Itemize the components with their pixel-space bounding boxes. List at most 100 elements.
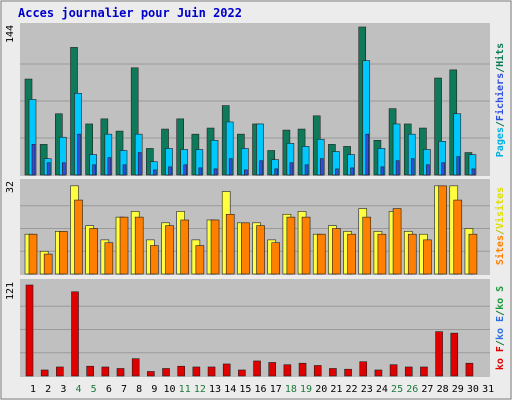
legend-sep-5: /	[495, 310, 506, 316]
legend-sep-1: /	[495, 121, 506, 127]
bandwidth-bar	[56, 366, 64, 377]
day-label: 13	[209, 384, 221, 395]
day-label: 1	[30, 384, 36, 395]
sites-bar	[89, 228, 98, 275]
pages-bar	[380, 166, 385, 176]
day-label: 28	[437, 384, 449, 395]
bandwidth-bar	[359, 361, 368, 377]
sites-bar	[332, 228, 341, 275]
pages-bar	[92, 164, 96, 176]
bandwidth-bar	[283, 364, 292, 377]
bandwidth-bar	[71, 291, 79, 377]
pages-bar	[471, 168, 476, 176]
bandwidth-bar	[465, 362, 474, 377]
sites-bar	[347, 233, 356, 275]
legend-ko-s: ko S	[495, 286, 506, 310]
legend-sep-4: /	[495, 340, 506, 346]
bandwidth-bar	[207, 366, 216, 377]
pages-bar	[456, 156, 461, 176]
sites-bar	[423, 239, 432, 275]
pages-bar	[274, 168, 279, 176]
bandwidth-bar	[222, 363, 231, 377]
day-label: 21	[330, 384, 342, 395]
day-label: 24	[376, 384, 388, 395]
day-label: 27	[421, 384, 433, 395]
day-label: 20	[315, 384, 327, 395]
bandwidth-bar	[101, 366, 110, 377]
legend-pages: Pages	[495, 127, 506, 157]
bandwidth-bar	[450, 332, 459, 377]
day-label: 29	[452, 384, 464, 395]
bandwidth-bar	[116, 368, 125, 377]
sites-bar	[59, 231, 68, 275]
bandwidth-panel-legend: ko F/ko E/ko S	[495, 286, 506, 370]
day-label: 5	[91, 384, 97, 395]
bandwidth-bar	[25, 284, 34, 377]
pages-bar	[319, 158, 324, 176]
visits-panel-legend: Sites/Visites	[494, 187, 506, 265]
day-label: 30	[467, 384, 479, 395]
sites-bar	[468, 233, 478, 275]
pages-bar	[198, 167, 203, 176]
legend-sites: Sites	[494, 235, 506, 265]
sites-bar	[180, 219, 189, 275]
bandwidth-bar	[86, 365, 94, 377]
pages-bar	[441, 162, 445, 176]
bandwidth-bar	[435, 331, 443, 377]
bandwidth-bar	[147, 371, 155, 377]
pages-bar	[153, 169, 157, 176]
day-label: 15	[239, 384, 251, 395]
bandwidth-panel: 121 ko F/ko E/ko S	[5, 279, 506, 377]
legend-hits: Hits	[494, 43, 506, 67]
hits-panel-legend: Pages/Fichiers/Hits	[494, 43, 506, 157]
pages-bar	[228, 158, 233, 176]
pages-bar	[77, 133, 81, 176]
visits-panel-max-label: 32	[5, 181, 16, 193]
day-label: 2	[45, 384, 51, 395]
sites-bar	[195, 245, 205, 275]
bandwidth-bar	[177, 365, 185, 377]
pages-bar	[426, 164, 430, 176]
day-label: 10	[164, 384, 176, 395]
sites-bar	[74, 199, 83, 275]
legend-ko-f: ko F	[495, 346, 506, 370]
day-label: 16	[255, 384, 267, 395]
pages-bar	[62, 162, 66, 176]
sites-bar	[301, 216, 311, 275]
day-label: 17	[270, 384, 282, 395]
day-label: 23	[361, 384, 373, 395]
sites-bar	[392, 208, 402, 275]
legend-ko-e: ko E	[495, 316, 506, 340]
bandwidth-bar	[298, 362, 307, 377]
legend-sep-2: /	[495, 67, 506, 73]
bandwidth-bar	[404, 366, 413, 377]
pages-bar	[46, 162, 51, 176]
hits-panel-max-label: 144	[5, 25, 16, 43]
sites-bar	[407, 233, 417, 275]
sites-bar	[43, 253, 53, 275]
sites-bar	[134, 216, 144, 275]
legend-sep-3: /	[495, 229, 506, 235]
day-label: 4	[75, 384, 81, 395]
sites-bar	[362, 216, 372, 275]
pages-bar	[244, 169, 248, 176]
hits-bar	[85, 123, 93, 176]
hits-bar	[130, 67, 139, 176]
sites-bar	[150, 245, 159, 275]
legend-visites: Visites	[494, 187, 506, 229]
visits-panel: 32 Sites/Visites	[5, 179, 506, 275]
day-label: 6	[106, 384, 112, 395]
bandwidth-bar	[344, 368, 352, 377]
bandwidth-bar	[40, 369, 49, 377]
pages-bar	[31, 144, 36, 176]
pages-bar	[289, 162, 294, 176]
bandwidth-bar	[389, 364, 398, 377]
day-label: 22	[346, 384, 358, 395]
bandwidth-bar	[313, 365, 322, 377]
pages-bar	[350, 167, 354, 176]
day-label: 14	[224, 384, 236, 395]
bandwidth-bar	[329, 368, 337, 377]
day-label: 25	[391, 384, 403, 395]
bandwidth-bar	[253, 360, 261, 377]
